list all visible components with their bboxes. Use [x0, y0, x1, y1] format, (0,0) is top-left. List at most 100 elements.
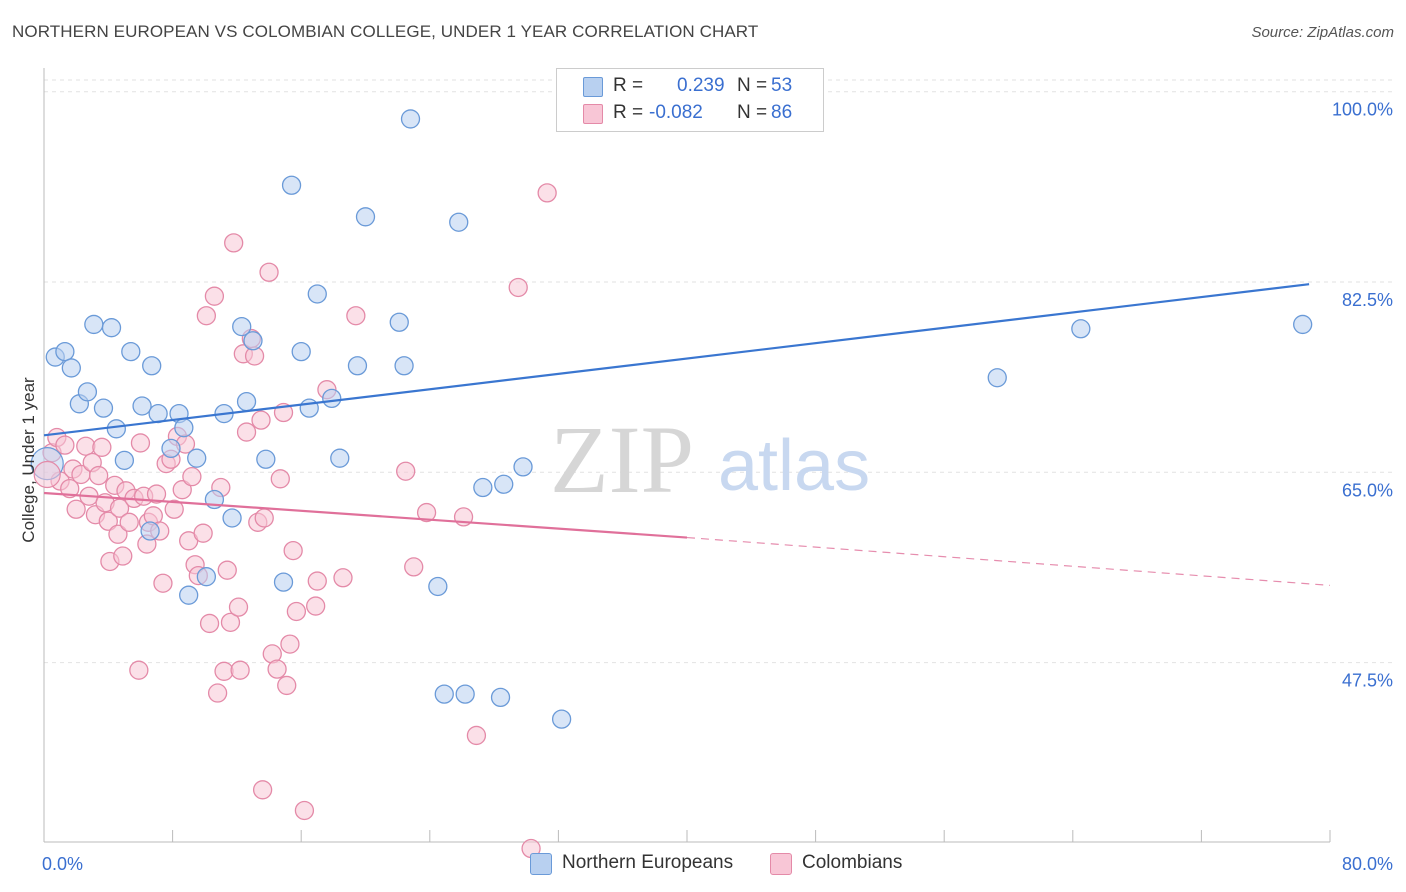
bottom-legend-label: Northern Europeans [562, 852, 734, 873]
colombian-point [346, 306, 366, 326]
northern-european-point [307, 284, 327, 304]
colombian-point [230, 660, 250, 680]
northern-european-point [455, 684, 475, 704]
bottom-legend-swatch-blue [530, 853, 552, 875]
colombian-point [129, 660, 149, 680]
northern-european-point [196, 567, 217, 587]
colombian-point [214, 661, 234, 681]
northern-european-point [55, 341, 75, 362]
y-tick-label: 100.0% [1332, 100, 1393, 120]
colombian-point [508, 277, 528, 298]
colombian-point [199, 613, 220, 634]
northern-european-point [174, 418, 194, 438]
colombian-point [306, 596, 326, 616]
colombian-point [294, 800, 315, 821]
northern-european-point [243, 331, 263, 351]
northern-european-point [101, 318, 122, 338]
colombians-trend-extension [686, 536, 1331, 586]
colombian-point [252, 780, 273, 800]
legend-swatch-pink [583, 104, 603, 124]
legend-r-label: R = [613, 75, 644, 96]
northern-european-point [121, 341, 141, 362]
y-axis-label: College, Under 1 year [19, 377, 38, 543]
legend-r-value: -0.082 [649, 102, 703, 123]
colombian-point [270, 469, 290, 489]
colombians-trend-line [43, 491, 688, 539]
northern-european-point [61, 358, 81, 378]
northern-european-point [473, 477, 493, 498]
northern-european-point [256, 449, 276, 469]
northern-european-point [161, 438, 181, 459]
colombian-point [286, 601, 307, 622]
colombian-point [204, 286, 225, 306]
colombian-point [537, 183, 557, 203]
colombian-point [251, 410, 271, 430]
northern-european-point [179, 585, 199, 605]
northern-europeans-trend-line [43, 283, 1310, 437]
colombian-point [277, 675, 297, 696]
northern-european-point [987, 368, 1007, 388]
colombian-point [119, 512, 139, 532]
colombian-point [130, 433, 151, 453]
colombian-point [153, 573, 173, 593]
colombian-point [259, 262, 279, 282]
colombian-point [172, 480, 192, 500]
legend-r-value: 0.239 [677, 75, 725, 96]
northern-european-point [389, 312, 409, 332]
colombian-point [98, 511, 118, 531]
colombian-point [267, 659, 287, 679]
northern-european-point [400, 109, 421, 129]
northern-european-point [494, 474, 514, 494]
colombian-point [236, 422, 257, 442]
colombian-point [89, 465, 109, 486]
northern-european-point [106, 419, 126, 439]
colombian-point [196, 306, 217, 326]
northern-european-point [281, 175, 302, 195]
northern-european-point [236, 391, 257, 412]
colombian-point [193, 523, 213, 543]
bottom-legend-swatch-pink [770, 853, 792, 875]
colombian-point [220, 612, 241, 633]
northern-european-point [1293, 314, 1313, 335]
northern-european-point [132, 396, 152, 416]
trend-layer [43, 283, 1331, 586]
colombian-point [207, 683, 228, 703]
colombian-point [333, 568, 353, 588]
colombian-point [33, 460, 61, 489]
chart-title: NORTHERN EUROPEAN VS COLOMBIAN COLLEGE, … [12, 22, 759, 41]
stats-legend: R = 0.239 N = 53 R = -0.082 N = 86 [556, 68, 824, 132]
colombian-point [280, 634, 300, 654]
northern-european-point [232, 316, 252, 337]
legend-r-label: R = [613, 102, 644, 123]
northern-european-point [77, 382, 98, 402]
colombian-point [224, 233, 244, 253]
northern-european-point [114, 450, 135, 470]
y-tick-label: 82.5% [1342, 290, 1393, 310]
legend-n-label: N = [737, 75, 768, 96]
colombian-point [182, 467, 202, 487]
colombian-point [60, 478, 80, 499]
northern-european-point [434, 684, 454, 704]
northern-european-point [449, 212, 469, 232]
northern-european-point [93, 398, 114, 418]
colombian-point [416, 502, 437, 523]
colombian-point [254, 508, 274, 528]
northern-european-point [394, 356, 414, 376]
northern-european-point [347, 356, 368, 376]
northern-european-point [513, 457, 533, 477]
colombian-point [113, 546, 133, 566]
colombian-point [217, 560, 237, 580]
northern-european-point [355, 207, 376, 227]
northern-european-point [187, 448, 207, 468]
watermark: ZIP atlas [550, 406, 870, 513]
northern-european-point [273, 572, 294, 592]
northern-european-point [322, 388, 342, 409]
colombian-point [404, 557, 424, 577]
northern-european-point [428, 576, 448, 597]
colombian-point [92, 437, 112, 457]
y-tick-label: 47.5% [1342, 671, 1393, 691]
legend-swatch-blue [583, 77, 603, 97]
northern-european-point [551, 709, 572, 729]
colombian-point [396, 461, 416, 481]
